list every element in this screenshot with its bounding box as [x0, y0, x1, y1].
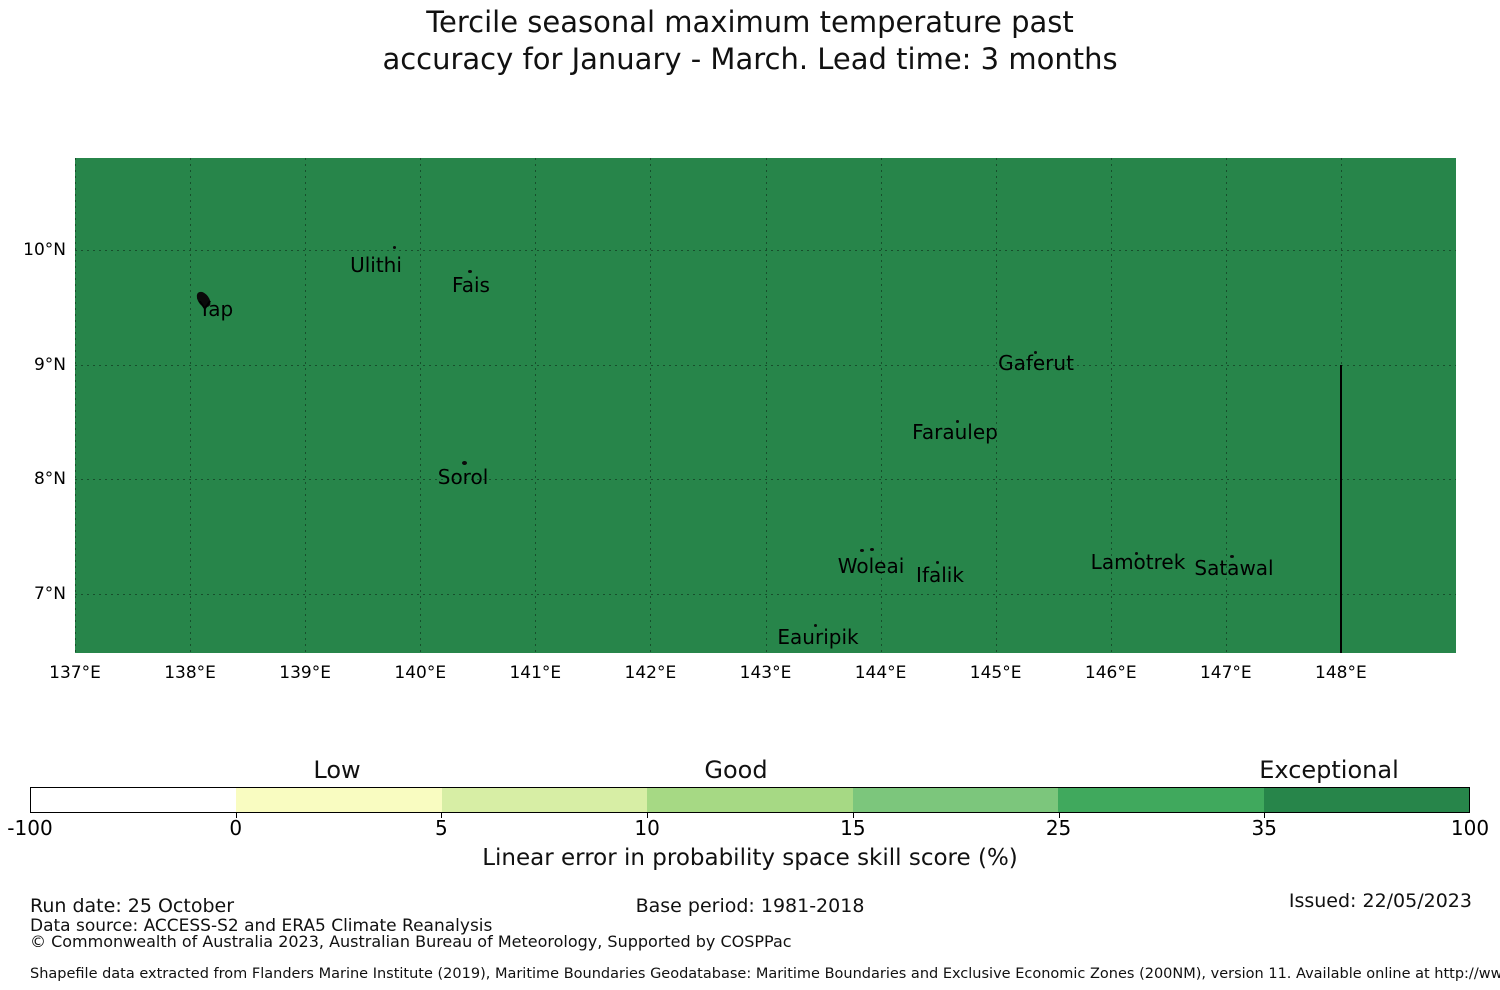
- island-label: Woleai: [837, 554, 905, 578]
- island-dot: [393, 246, 396, 249]
- colorbar-tick-label: -100: [7, 816, 53, 840]
- x-axis-tick-label: 145°E: [969, 663, 1022, 683]
- colorbar-segment: [236, 788, 442, 812]
- x-axis-tick-label: 138°E: [164, 663, 216, 683]
- colorbar: [30, 787, 1470, 813]
- y-axis-tick-label: 9°N: [33, 354, 66, 375]
- colorbar-category-label: Good: [704, 756, 768, 784]
- island-dot: [1230, 555, 1234, 558]
- x-axis-tick-label: 144°E: [854, 663, 907, 683]
- colorbar-tick-label: 15: [840, 816, 866, 840]
- x-axis-tick-label: 141°E: [509, 663, 562, 683]
- colorbar-segment: [647, 788, 853, 812]
- x-axis-tick-label: 139°E: [279, 663, 332, 683]
- map-gridline-vertical: [190, 158, 192, 653]
- issued-date-text: Issued: 22/05/2023: [1288, 890, 1472, 912]
- y-axis-tick-label: 7°N: [33, 583, 66, 604]
- island-label: Gaferut: [998, 351, 1074, 375]
- map-gridline-vertical: [995, 158, 997, 653]
- data-source-text: Data source: ACCESS-S2 and ERA5 Climate …: [30, 916, 493, 936]
- map-gridline-horizontal: [75, 250, 1456, 251]
- colorbar-segment: [441, 788, 648, 812]
- colorbar-tick-mark: [852, 813, 854, 818]
- island-dot: [936, 561, 939, 564]
- colorbar-tick-label: 35: [1251, 816, 1278, 840]
- island-dot: [462, 461, 467, 465]
- colorbar-tick-mark: [1058, 813, 1060, 818]
- colorbar-tick-mark: [441, 813, 443, 818]
- island-label: Sorol: [437, 465, 489, 489]
- island-label: Yap: [198, 297, 234, 321]
- eez-boundary-line: [1340, 365, 1342, 653]
- x-axis-tick-label: 142°E: [624, 663, 677, 683]
- island-label: Faraulep: [912, 420, 998, 444]
- colorbar-tick-label: 5: [435, 816, 448, 840]
- x-axis-tick-label: 147°E: [1199, 663, 1252, 683]
- colorbar-tick-label: 100: [1450, 816, 1490, 840]
- island-dot: [860, 549, 864, 552]
- island-label: Ifalik: [916, 563, 964, 587]
- island-dot: [870, 548, 874, 551]
- chart-title-line1: Tercile seasonal maximum temperature pas…: [426, 5, 1074, 39]
- x-axis-tick-label: 140°E: [394, 663, 447, 683]
- colorbar-axis-label: Linear error in probability space skill …: [482, 845, 1018, 871]
- map-gridline-horizontal: [75, 364, 1456, 366]
- island-dot: [814, 624, 817, 627]
- map-gridline-horizontal: [75, 479, 1456, 480]
- map-gridline-vertical: [305, 158, 307, 653]
- colorbar-segment: [1058, 788, 1264, 812]
- run-date-text: Run date: 25 October: [30, 895, 235, 917]
- island-dot: [1034, 351, 1037, 354]
- island-dot: [468, 270, 472, 273]
- island-dot: [1135, 552, 1138, 555]
- shapefile-note-text: Shapefile data extracted from Flanders M…: [30, 966, 1500, 982]
- y-axis-tick-label: 10°N: [23, 240, 66, 260]
- colorbar-tick-label: 10: [634, 816, 660, 840]
- map-gridline-vertical: [1225, 158, 1227, 653]
- map-plot: Yap Ulithi Fais Gaferut Faraulep Sorol Woleai I…: [75, 158, 1456, 653]
- chart-title: Tercile seasonal maximum temperature pas…: [0, 4, 1500, 78]
- x-axis-tick-label: 143°E: [739, 663, 792, 683]
- island-label: Satawal: [1194, 556, 1274, 580]
- x-axis-tick-label: 146°E: [1084, 663, 1137, 683]
- y-axis-tick-label: 8°N: [33, 469, 66, 489]
- x-axis-tick-label: 148°E: [1315, 663, 1367, 683]
- colorbar-tick-label: 25: [1045, 816, 1072, 840]
- map-gridline-vertical: [650, 158, 652, 653]
- x-axis-tick-label: 137°E: [49, 663, 101, 683]
- island-label: Ulithi: [350, 253, 402, 277]
- map-gridline-vertical: [1110, 158, 1112, 653]
- colorbar-segment: [31, 788, 237, 812]
- island-dot: [956, 420, 959, 423]
- chart-title-line2: accuracy for January - March. Lead time:…: [382, 42, 1118, 76]
- island-label: Eauripik: [777, 625, 859, 649]
- colorbar-category-label: Exceptional: [1259, 756, 1399, 784]
- colorbar-tick-label: 0: [229, 816, 243, 840]
- island-label: Lamotrek: [1090, 550, 1186, 574]
- map-gridline-vertical: [880, 158, 882, 653]
- base-period-text: Base period: 1981-2018: [635, 895, 865, 917]
- map-gridline-vertical: [75, 158, 76, 653]
- colorbar-tick-mark: [1264, 813, 1266, 818]
- colorbar-tick-mark: [235, 813, 237, 818]
- colorbar-segment: [1263, 788, 1469, 812]
- map-gridline-vertical: [535, 158, 537, 653]
- colorbar-segment: [852, 788, 1059, 812]
- map-gridline-vertical: [765, 158, 767, 653]
- colorbar-category-label: Low: [313, 756, 361, 784]
- map-gridline-horizontal: [75, 593, 1456, 595]
- island-label: Fais: [452, 273, 490, 297]
- map-gridline-vertical: [420, 158, 422, 653]
- copyright-text: © Commonwealth of Australia 2023, Austra…: [30, 932, 792, 951]
- colorbar-tick-mark: [647, 813, 649, 818]
